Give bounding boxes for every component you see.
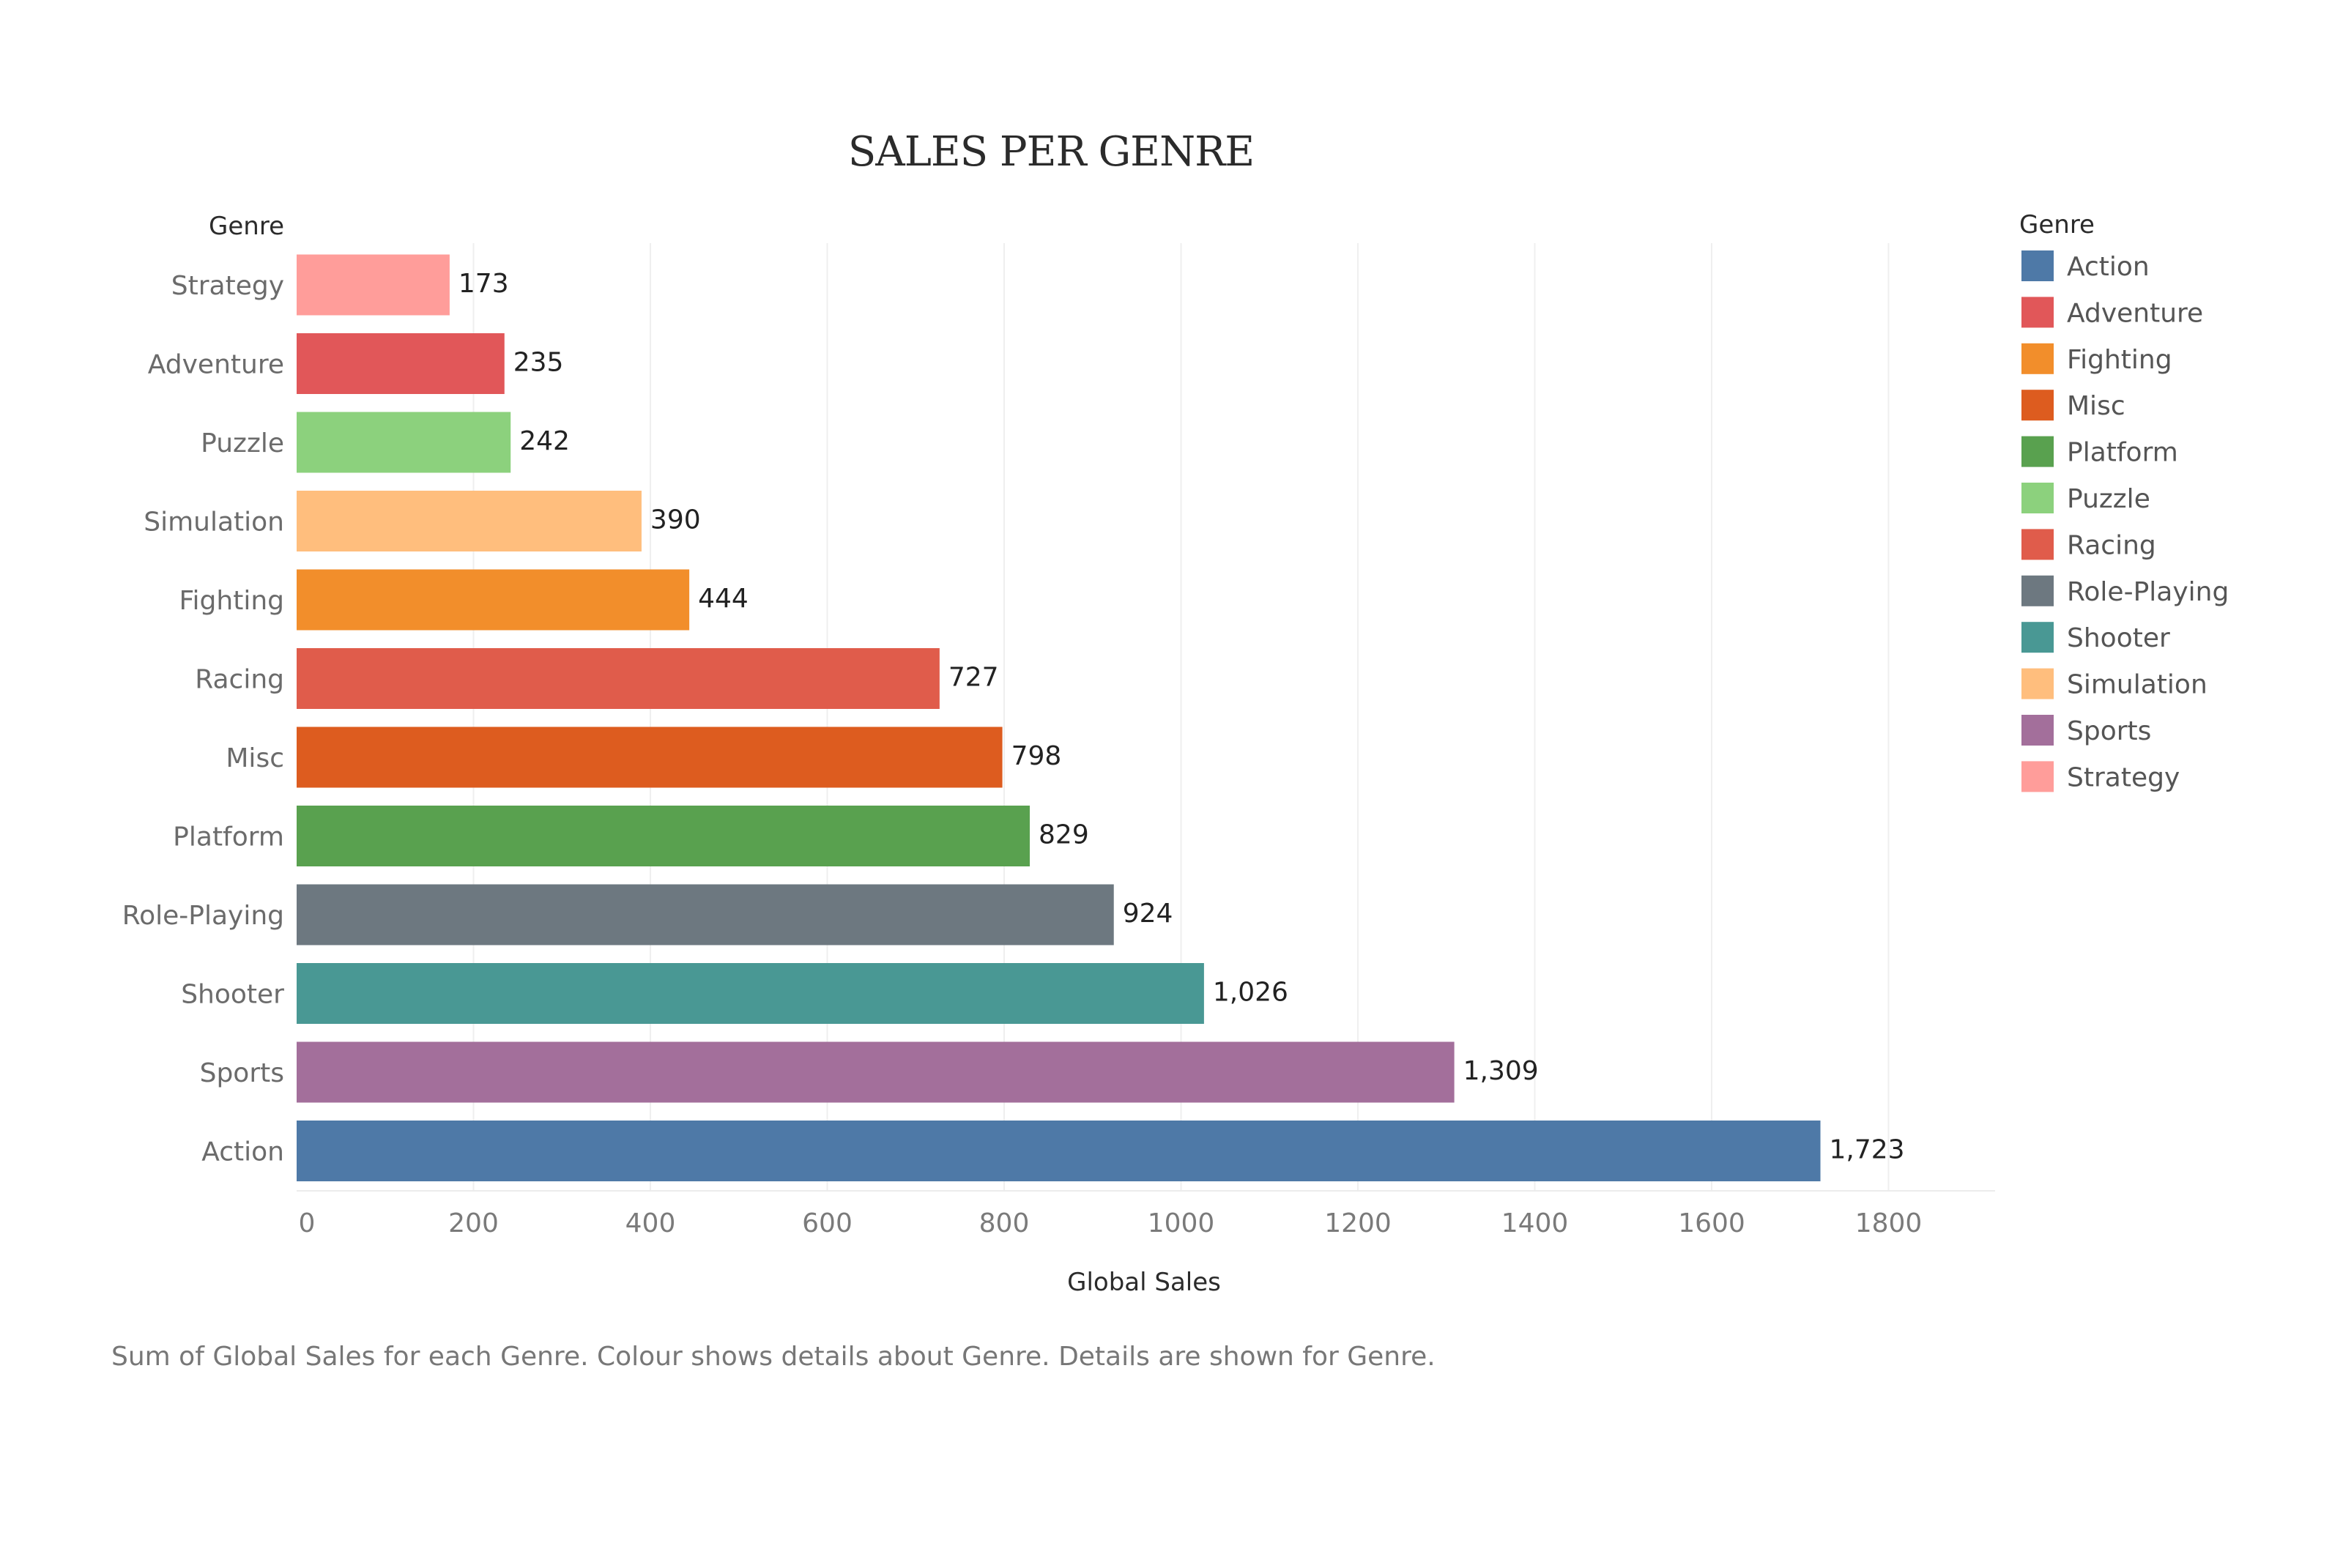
legend-label-fighting: Fighting [2067, 345, 2172, 375]
value-label-role-playing: 924 [1123, 899, 1173, 929]
legend-swatch-platform [2021, 436, 2054, 467]
x-axis-ticks: 0 200 400 600 800 1000 1200 1400 1600 1800 [299, 1208, 1923, 1238]
category-label-fighting: Fighting [179, 586, 284, 616]
legend-swatch-simulation [2021, 668, 2054, 699]
x-tick-1600: 1600 [1678, 1208, 1745, 1238]
bar-racing [297, 648, 940, 709]
legend-swatch-role-playing [2021, 575, 2054, 606]
value-label-adventure: 235 [513, 348, 564, 378]
x-tick-600: 600 [802, 1208, 853, 1238]
legend-swatch-sports [2021, 715, 2054, 746]
category-label-sports: Sports [200, 1058, 284, 1088]
x-axis-label: Global Sales [1067, 1268, 1221, 1297]
x-tick-1200: 1200 [1324, 1208, 1392, 1238]
legend-label-shooter: Shooter [2067, 623, 2170, 653]
bar-fighting [297, 569, 690, 631]
chart-caption: Sum of Global Sales for each Genre. Colo… [111, 1342, 1436, 1372]
legend-swatch-misc [2021, 390, 2054, 421]
legend-swatch-action [2021, 250, 2054, 281]
value-label-action: 1,723 [1830, 1135, 1905, 1165]
legend-label-adventure: Adventure [2067, 298, 2203, 328]
category-label-action: Action [201, 1137, 284, 1167]
x-tick-200: 200 [448, 1208, 499, 1238]
bar-adventure [297, 333, 505, 394]
legend-label-role-playing: Role-Playing [2067, 577, 2229, 607]
legend-label-puzzle: Puzzle [2067, 484, 2150, 514]
legend-label-racing: Racing [2067, 530, 2156, 560]
category-label-shooter: Shooter [181, 980, 284, 1010]
chart-title: SALES PER GENRE [848, 128, 1254, 176]
category-label-platform: Platform [173, 822, 284, 852]
legend-label-sports: Sports [2067, 716, 2151, 746]
value-label-strategy: 173 [458, 269, 509, 299]
bar-misc [297, 727, 1003, 788]
x-tick-400: 400 [625, 1208, 676, 1238]
x-tick-1800: 1800 [1855, 1208, 1923, 1238]
category-label-racing: Racing [195, 665, 284, 695]
bar-simulation [297, 491, 642, 551]
legend-label-misc: Misc [2067, 391, 2125, 421]
bars: Strategy 173 Adventure 235 Puzzle 242 Simulati… [122, 254, 1905, 1181]
value-label-puzzle: 242 [519, 426, 570, 456]
legend-swatch-racing [2021, 529, 2054, 560]
x-tick-1400: 1400 [1501, 1208, 1569, 1238]
value-label-sports: 1,309 [1463, 1056, 1539, 1086]
legend-swatch-adventure [2021, 297, 2054, 328]
bar-platform [297, 806, 1031, 866]
legend-swatch-fighting [2021, 343, 2054, 374]
gridlines [472, 243, 1890, 1191]
category-label-simulation: Simulation [144, 508, 284, 538]
legend-title: Genre [2019, 210, 2095, 239]
bar-sports [297, 1041, 1455, 1103]
legend-label-strategy: Strategy [2067, 762, 2180, 792]
bar-puzzle [297, 412, 511, 473]
x-tick-800: 800 [979, 1208, 1030, 1238]
legend-label-action: Action [2067, 252, 2150, 282]
bar-role-playing [297, 884, 1114, 945]
x-tick-0: 0 [299, 1208, 316, 1238]
row-header: Genre [209, 212, 284, 241]
category-label-role-playing: Role-Playing [122, 901, 284, 931]
value-label-misc: 798 [1011, 741, 1062, 771]
x-tick-1000: 1000 [1148, 1208, 1215, 1238]
value-label-simulation: 390 [650, 505, 701, 535]
legend-label-simulation: Simulation [2067, 670, 2207, 700]
value-label-fighting: 444 [698, 584, 749, 614]
legend-swatch-puzzle [2021, 483, 2054, 513]
legend-label-platform: Platform [2067, 438, 2178, 468]
value-label-shooter: 1,026 [1213, 978, 1288, 1008]
category-label-puzzle: Puzzle [201, 428, 284, 458]
value-label-platform: 829 [1039, 820, 1089, 850]
legend: Action Adventure Fighting Misc Platform Puzzl… [2021, 250, 2229, 792]
category-label-adventure: Adventure [148, 350, 284, 380]
bar-strategy [297, 254, 450, 316]
category-label-strategy: Strategy [171, 271, 284, 301]
bar-action [297, 1121, 1821, 1181]
category-label-misc: Misc [226, 743, 284, 773]
legend-swatch-strategy [2021, 761, 2054, 792]
legend-swatch-shooter [2021, 622, 2054, 653]
bar-shooter [297, 963, 1204, 1024]
value-label-racing: 727 [948, 663, 999, 693]
